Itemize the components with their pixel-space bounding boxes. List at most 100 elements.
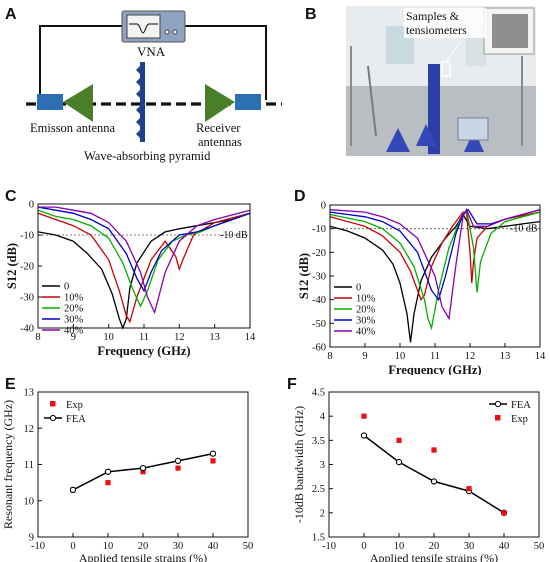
legend-label: FEA bbox=[66, 414, 86, 425]
data-point bbox=[140, 469, 146, 475]
x-axis-label: Frequency (GHz) bbox=[97, 344, 190, 358]
data-point bbox=[104, 468, 112, 475]
legend-swatch-marker bbox=[494, 400, 502, 408]
s12-chart-c: -10 dB 8 9 10 11 12 13 14 0 -10 -20 -30 -40 Frequency… bbox=[5, 200, 256, 359]
x-tick-label: 30 bbox=[464, 541, 475, 552]
reference-label: -10 dB bbox=[220, 230, 248, 241]
legend-swatch bbox=[50, 401, 56, 407]
legend-label: 20% bbox=[356, 305, 376, 316]
x-tick-label: 40 bbox=[208, 541, 219, 552]
receiver-antenna bbox=[205, 84, 261, 122]
x-tick-label: 20 bbox=[429, 541, 440, 552]
receiver-label-line2: antennas bbox=[198, 135, 242, 149]
x-tick-label: 8 bbox=[327, 351, 332, 362]
y-axis-label: S12 (dB) bbox=[5, 243, 19, 289]
panel-letter-e: E bbox=[5, 376, 16, 393]
series-line-2 bbox=[37, 209, 251, 308]
data-point bbox=[209, 450, 217, 457]
resonant-frequency-chart: -10 0 10 20 30 40 50 9 10 11 12 13 Applied tensile s… bbox=[1, 388, 254, 562]
x-tick-label: 20 bbox=[138, 541, 149, 552]
x-tick-label: -10 bbox=[31, 541, 45, 552]
vna-instrument bbox=[121, 10, 186, 43]
x-tick-label: 50 bbox=[534, 541, 545, 552]
y-axis-label: -10dB bandwidth (GHz) bbox=[292, 406, 306, 523]
x-tick-label: 40 bbox=[499, 541, 510, 552]
lab-photo: Samples & tensiometers bbox=[346, 6, 536, 156]
x-tick-label: 12 bbox=[465, 351, 476, 362]
y-axis-label: S12 (dB) bbox=[297, 253, 311, 299]
legend-swatch bbox=[495, 415, 501, 421]
legend-label: 20% bbox=[64, 304, 84, 315]
legend-label: 0 bbox=[356, 283, 361, 294]
x-tick-label: 50 bbox=[243, 541, 254, 552]
series-line-4 bbox=[329, 208, 541, 321]
x-tick-label: 0 bbox=[70, 541, 75, 552]
pyramid-label: Wave-absorbing pyramid bbox=[84, 149, 211, 163]
y-tick-label: -30 bbox=[312, 272, 326, 283]
data-point bbox=[175, 465, 181, 471]
panel-letter-a: A bbox=[5, 6, 17, 23]
emission-antenna bbox=[37, 84, 93, 122]
x-tick-label: 10 bbox=[103, 541, 114, 552]
data-point bbox=[431, 447, 437, 453]
data-point bbox=[396, 437, 402, 443]
y-tick-label: 9 bbox=[29, 533, 34, 544]
x-tick-label: 13 bbox=[209, 332, 220, 343]
x-tick-label: 12 bbox=[174, 332, 185, 343]
y-tick-label: -40 bbox=[20, 324, 34, 335]
x-tick-label: 10 bbox=[395, 351, 406, 362]
panel-letter-d: D bbox=[294, 188, 306, 205]
y-tick-label: 3 bbox=[320, 460, 325, 471]
panel-letter-b: B bbox=[305, 6, 317, 23]
x-tick-label: 11 bbox=[430, 351, 440, 362]
legend-label: FEA bbox=[511, 400, 531, 411]
y-tick-label: 4 bbox=[320, 412, 326, 423]
data-point bbox=[105, 480, 111, 486]
x-tick-label: 10 bbox=[394, 541, 405, 552]
x-tick-label: -10 bbox=[322, 541, 336, 552]
y-axis-label: Resonant frequency (GHz) bbox=[1, 400, 15, 529]
legend-label: 30% bbox=[64, 315, 84, 326]
y-tick-label: -40 bbox=[312, 295, 326, 306]
wave-absorbing-pyramid bbox=[136, 62, 149, 142]
data-point bbox=[501, 510, 507, 516]
samples-callout: Samples & tensiometers bbox=[404, 8, 486, 38]
data-point bbox=[395, 458, 403, 466]
x-tick-label: 14 bbox=[245, 332, 256, 343]
data-point bbox=[174, 457, 182, 465]
y-tick-label: -30 bbox=[20, 293, 34, 304]
legend-label: Exp bbox=[66, 400, 83, 411]
series-line-0 bbox=[329, 213, 541, 343]
legend-label: 30% bbox=[356, 316, 376, 327]
series-line-0 bbox=[363, 434, 505, 514]
x-tick-label: 8 bbox=[35, 332, 40, 343]
x-tick-label: 10 bbox=[103, 332, 114, 343]
legend-label: 40% bbox=[64, 326, 84, 337]
legend-label: 40% bbox=[356, 327, 376, 338]
y-tick-label: 2.5 bbox=[312, 484, 325, 495]
schematic-diagram: VNA Emisson antenna Receiver antennas Wa… bbox=[26, 10, 282, 163]
y-tick-label: 11 bbox=[24, 460, 34, 471]
y-tick-label: -20 bbox=[312, 248, 326, 259]
x-tick-label: 9 bbox=[71, 332, 76, 343]
x-axis-label: Applied tensile strains (%) bbox=[370, 551, 498, 562]
x-tick-label: 11 bbox=[139, 332, 149, 343]
legend-label: 10% bbox=[356, 294, 376, 305]
y-tick-label: -10 bbox=[20, 231, 34, 242]
y-tick-label: -20 bbox=[20, 262, 34, 273]
legend-label: Exp bbox=[511, 414, 528, 425]
legend-swatch-marker bbox=[49, 414, 57, 422]
y-tick-label: 0 bbox=[321, 201, 326, 212]
y-tick-label: 4.5 bbox=[312, 388, 325, 399]
data-point bbox=[69, 486, 77, 494]
y-tick-label: 0 bbox=[29, 200, 34, 211]
data-point bbox=[466, 486, 472, 492]
samples-label-line1: Samples & bbox=[406, 9, 459, 23]
y-tick-label: 10 bbox=[24, 496, 35, 507]
vna-label: VNA bbox=[137, 44, 166, 59]
series-line-3 bbox=[329, 208, 541, 302]
receiver-label-line1: Receiver bbox=[196, 121, 241, 135]
s12-chart-d: -10 dB 8 9 10 11 12 13 14 0 -10 -20 -30 -40 -50 -60 Fre… bbox=[297, 201, 546, 376]
x-tick-label: 30 bbox=[173, 541, 184, 552]
